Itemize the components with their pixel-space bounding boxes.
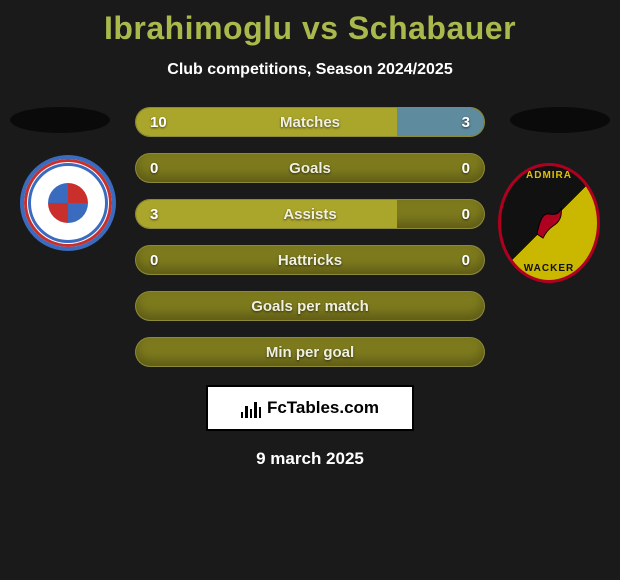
crest-right-icon bbox=[520, 181, 578, 263]
stat-bar-value-right: 0 bbox=[462, 200, 470, 228]
crest-right-top-text: ADMIRA bbox=[526, 170, 572, 181]
comparison-panel: ADMIRA WACKER Matches103Goals00Assists30… bbox=[0, 107, 620, 469]
stat-bar-label: Goals bbox=[136, 154, 484, 182]
stat-bar-label: Hattricks bbox=[136, 246, 484, 274]
stat-bars: Matches103Goals00Assists30Hattricks00Goa… bbox=[135, 107, 485, 367]
crest-left-inner-icon bbox=[48, 183, 88, 223]
date-text: 9 march 2025 bbox=[0, 449, 620, 469]
stat-bar-value-right: 3 bbox=[462, 108, 470, 136]
bar-chart-icon bbox=[241, 398, 261, 418]
stat-bar: Goals per match bbox=[135, 291, 485, 321]
stat-bar-value-left: 0 bbox=[150, 154, 158, 182]
stat-bar-value-left: 10 bbox=[150, 108, 167, 136]
page-subtitle: Club competitions, Season 2024/2025 bbox=[0, 61, 620, 79]
stat-bar-value-right: 0 bbox=[462, 246, 470, 274]
crest-right-bottom-text: WACKER bbox=[524, 263, 574, 274]
stat-bar-value-right: 0 bbox=[462, 154, 470, 182]
stat-bar: Matches10 3 bbox=[135, 107, 485, 137]
club-crest-right: ADMIRA WACKER bbox=[498, 163, 600, 283]
stat-bar: Min per goal bbox=[135, 337, 485, 367]
stat-bar-label: Assists bbox=[136, 200, 484, 228]
club-crest-left bbox=[20, 155, 116, 251]
page-title: Ibrahimoglu vs Schabauer bbox=[0, 0, 620, 47]
stat-bar: Hattricks0 0 bbox=[135, 245, 485, 275]
stat-bar-label: Min per goal bbox=[136, 338, 484, 366]
attribution-badge: FcTables.com bbox=[206, 385, 414, 431]
stat-bar-label: Matches bbox=[136, 108, 484, 136]
stat-bar-value-left: 0 bbox=[150, 246, 158, 274]
stat-bar-value-left: 3 bbox=[150, 200, 158, 228]
stat-bar-label: Goals per match bbox=[136, 292, 484, 320]
attribution-text: FcTables.com bbox=[267, 398, 379, 418]
shadow-left bbox=[10, 107, 110, 133]
crest-left-ring bbox=[28, 163, 108, 243]
stat-bar: Assists3 0 bbox=[135, 199, 485, 229]
shadow-right bbox=[510, 107, 610, 133]
stat-bar: Goals0 0 bbox=[135, 153, 485, 183]
